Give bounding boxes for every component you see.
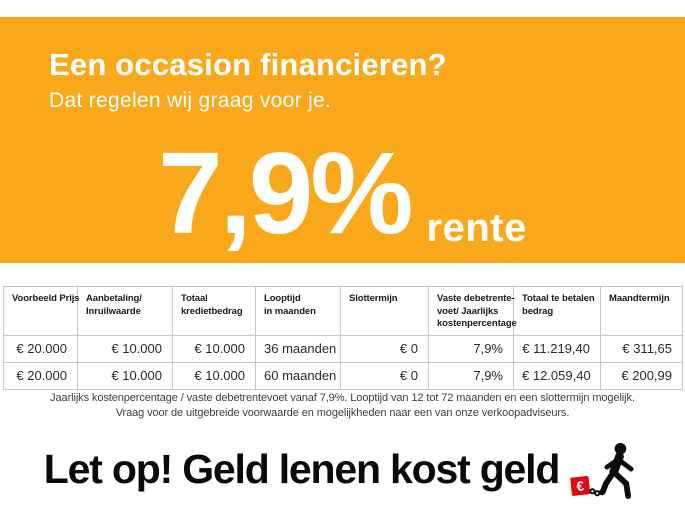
col-maandtermijn: Maandtermijn [600, 286, 683, 336]
cell-slottermijn: € 0 [340, 334, 429, 363]
cell-totaal: € 11.219,40 [513, 334, 601, 363]
cell-slottermijn: € 0 [340, 361, 429, 390]
euro-box-icon: € [570, 475, 591, 496]
cell-aanbetaling: € 10.000 [77, 334, 173, 363]
disclaimer-text: Jaarlijks kostenpercentage / vaste debet… [0, 391, 685, 421]
disclaimer-line-1: Jaarlijks kostenpercentage / vaste debet… [50, 392, 635, 404]
credit-warning-text: Let op! Geld lenen kost geld [43, 445, 561, 492]
col-debetrentevoet-jkp: Vaste debetrente- voet/ Jaarlijks kosten… [428, 286, 517, 336]
col-aanbetaling-inruilwaarde: Aanbetaling/ Inruilwaarde [77, 286, 173, 336]
cell-looptijd: 60 maanden [255, 361, 341, 390]
cell-kredietbedrag: € 10.000 [172, 334, 256, 363]
cell-rente: 7,9% [428, 361, 514, 390]
cell-aanbetaling: € 10.000 [77, 361, 173, 390]
rate-value: 7,9% [158, 128, 413, 258]
disclaimer-line-2: Vraag voor de uitgebreide voorwaarde en … [115, 407, 570, 419]
financing-table-header: Voorbeeld Prijs Aanbetaling/ Inruilwaard… [3, 286, 683, 336]
col-slottermijn: Slottermijn [340, 286, 429, 336]
cell-rente: 7,9% [428, 334, 514, 363]
credit-warning: Let op! Geld lenen kost geld € [0, 438, 685, 500]
geld-lenen-kost-geld-icon: € [570, 442, 634, 500]
banner-subtitle: Dat regelen wij graag voor je. [49, 89, 332, 112]
table-row: € 20.000 € 10.000 € 10.000 36 maanden € … [3, 334, 683, 363]
cell-kredietbedrag: € 10.000 [172, 361, 256, 390]
cell-maandtermijn: € 311,65 [600, 334, 683, 363]
col-totaal-kredietbedrag: Totaal kredietbedrag [172, 286, 256, 336]
cell-prijs: € 20.000 [3, 334, 78, 363]
svg-text:€: € [576, 478, 586, 494]
table-header-row: Voorbeeld Prijs Aanbetaling/ Inruilwaard… [3, 286, 683, 336]
financing-table: Voorbeeld Prijs Aanbetaling/ Inruilwaard… [3, 286, 683, 390]
table-row: € 20.000 € 10.000 € 10.000 60 maanden € … [3, 361, 683, 390]
promo-banner: Een occasion financieren? Dat regelen wi… [0, 17, 685, 263]
cell-looptijd: 36 maanden [255, 334, 341, 363]
col-voorbeeld-prijs: Voorbeeld Prijs [3, 286, 80, 336]
walking-person-icon [600, 442, 634, 500]
cell-totaal: € 12.059,40 [513, 361, 601, 390]
banner-title: Een occasion financieren? [49, 47, 447, 82]
col-looptijd: Looptijd in maanden [255, 286, 341, 336]
rate-display: 7,9% rente [0, 135, 685, 251]
rate-suffix-label: rente [426, 206, 527, 250]
cell-maandtermijn: € 200,99 [600, 361, 683, 390]
col-totaal-te-betalen: Totaal te betalen bedrag [513, 286, 601, 336]
cell-prijs: € 20.000 [3, 361, 78, 390]
